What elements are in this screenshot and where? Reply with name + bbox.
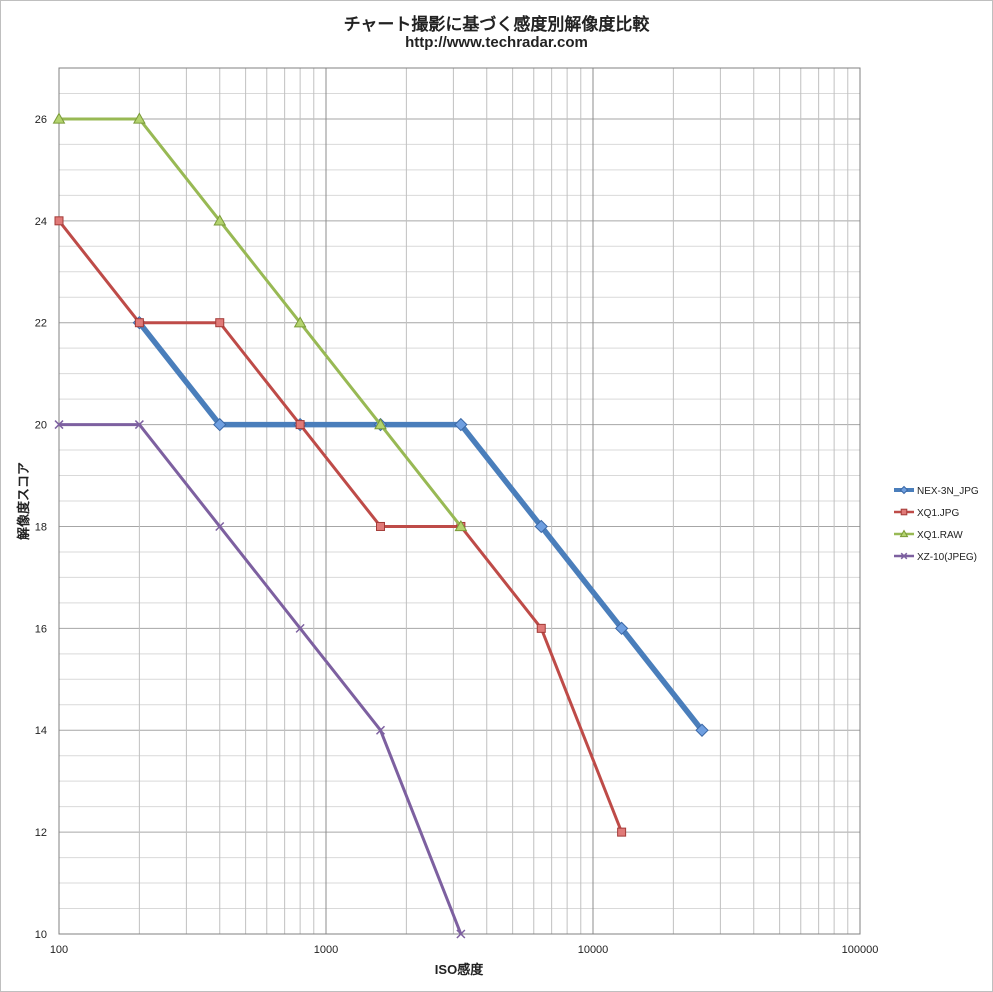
data-point [54, 216, 64, 226]
y-tick-label: 10 [35, 929, 47, 941]
data-point [695, 723, 709, 737]
legend-item: XQ1.RAW [894, 529, 963, 541]
data-point [899, 485, 909, 495]
data-point [614, 621, 629, 636]
x-tick-label: 100 [50, 944, 68, 956]
data-point [295, 623, 305, 633]
legend-label: XQ1.RAW [917, 530, 963, 541]
data-point [374, 418, 387, 430]
data-point [376, 521, 386, 531]
legend-label: XQ1.JPG [917, 508, 959, 519]
data-point [54, 420, 64, 430]
legend-label: XZ-10(JPEG) [917, 552, 977, 563]
legend: NEX-3N_JPG XQ1.JPG XQ1.RAW XZ-10(JPEG) [894, 485, 979, 563]
data-point [534, 519, 548, 534]
grid-lines [58, 67, 861, 934]
data-point [295, 420, 305, 430]
data-point [293, 316, 307, 328]
x-mark [134, 420, 144, 430]
data-point [134, 420, 144, 430]
legend-item: NEX-3N_JPG [894, 485, 979, 497]
y-tick-label: 14 [35, 725, 47, 737]
series-line [57, 219, 624, 833]
y-tick-label: 26 [35, 114, 47, 126]
data-point [375, 725, 386, 735]
y-tick-label: 12 [35, 827, 47, 839]
data-point [900, 508, 908, 516]
data-point [215, 318, 225, 328]
data-point [52, 112, 66, 124]
legend-label: NEX-3N_JPG [917, 486, 979, 497]
legend-item: XQ1.JPG [894, 508, 959, 519]
chart-title: チャート撮影に基づく感度別解像度比較 [343, 15, 650, 34]
y-tick-label: 16 [35, 623, 47, 635]
y-axis-title: 解像度スコア [16, 462, 31, 541]
x-tick-label: 10000 [578, 944, 609, 956]
x-mark [295, 623, 305, 633]
data-point [456, 929, 466, 939]
x-axis-title: ISO感度 [435, 962, 484, 977]
data-point [454, 417, 468, 432]
x-mark [215, 521, 225, 532]
series-line [59, 117, 463, 528]
series-line [59, 423, 463, 935]
x-tick-labels: 100 1000 10000 100000 [50, 944, 879, 956]
x-mark [54, 420, 64, 430]
y-tick-label: 24 [35, 216, 47, 228]
series-layer [52, 112, 709, 939]
legend-item: XZ-10(JPEG) [894, 552, 977, 563]
series-xq1-raw [52, 112, 468, 532]
y-tick-labels: 10 12 14 16 18 20 22 24 26 [35, 114, 47, 941]
data-point [213, 214, 227, 226]
x-mark [900, 552, 908, 560]
x-tick-label: 100000 [842, 944, 879, 956]
y-tick-label: 18 [35, 521, 47, 533]
data-point [133, 112, 146, 124]
series-line [137, 321, 705, 732]
data-point [215, 521, 225, 532]
chart-subtitle: http://www.techradar.com [405, 34, 588, 51]
data-point [899, 529, 909, 538]
x-tick-label: 1000 [314, 944, 338, 956]
y-tick-label: 22 [35, 318, 47, 330]
data-point [134, 318, 144, 328]
x-mark [456, 929, 466, 939]
data-point [213, 417, 227, 432]
data-point [536, 623, 546, 633]
series-xz-10-jpeg- [54, 420, 466, 939]
x-mark [375, 725, 386, 735]
data-point [900, 552, 908, 560]
data-point [617, 827, 627, 837]
y-tick-label: 20 [35, 420, 47, 432]
data-point [454, 519, 468, 532]
